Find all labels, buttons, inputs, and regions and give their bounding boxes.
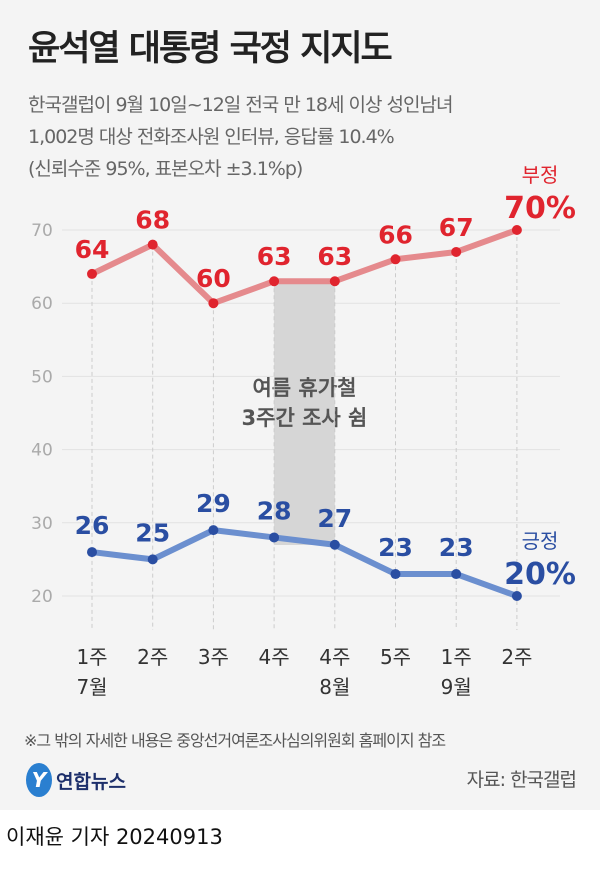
data-point [329,276,340,287]
last-value-label: 20% [504,557,576,592]
x-tick-label: 9월 [441,675,472,699]
data-label: 67 [439,213,474,242]
author-date: 이재윤 기자 20240913 [6,825,223,849]
data-point [390,254,401,265]
yonhap-logo: Y 연합뉴스 [26,763,126,797]
data-label: 26 [75,511,110,540]
series-name: 부정 [522,163,559,187]
x-tick-label: 4주 [319,645,350,669]
logo-icon: Y [26,763,52,797]
x-tick-label: 5주 [380,645,411,669]
data-point [451,569,462,580]
x-tick-label: 4주 [259,645,290,669]
data-label: 63 [317,242,352,271]
vacation-band [274,280,335,545]
data-label: 27 [317,504,352,533]
logo-text: 연합뉴스 [56,770,126,793]
y-tick-label: 30 [31,514,53,534]
y-tick-label: 20 [31,587,53,607]
x-tick-label: 1주 [441,645,472,669]
data-point [208,298,219,309]
x-tick-label: 1주 [76,645,107,669]
data-point [329,539,340,550]
data-point [511,225,522,235]
x-tick-label: 2주 [501,645,532,669]
source: 자료: 한국갤럽 [466,769,577,791]
data-label: 23 [439,533,474,562]
y-tick-label: 40 [31,441,53,461]
x-tick-label: 3주 [198,645,229,669]
x-tick-label: 7월 [76,675,107,699]
data-label: 63 [257,242,292,271]
y-tick-label: 50 [31,367,53,387]
annotation-text: 3주간 조사 쉼 [242,406,368,430]
data-label: 68 [135,206,170,235]
data-label: 60 [196,264,231,293]
last-value-label: 70% [504,191,576,226]
series-line-긍정 [91,527,518,599]
y-tick-label: 60 [31,294,53,314]
data-point [147,239,158,250]
line-chart: 70 60 50 40 30 20 여름 휴가철 3주간 조사 쉼 1주 7월 2주 3주 4주 4주 8월… [31,163,576,699]
data-point [269,532,280,543]
data-label: 29 [196,489,231,518]
subtitle-line: 한국갤럽이 9월 10일~12일 전국 만 18세 이상 성인남녀 [28,94,453,116]
series-name: 긍정 [522,529,559,553]
footnote: ※그 밖의 자세한 내용은 중앙선거여론조사심의위원회 홈페이지 참조 [24,731,446,750]
data-point [451,246,462,257]
x-tick-label: 2주 [137,645,168,669]
data-point [208,525,219,536]
chart-title: 윤석열 대통령 국정 지지도 [28,29,393,69]
annotation-text: 여름 휴가철 [252,376,356,400]
data-label: 23 [378,533,413,562]
data-point [269,276,280,287]
data-point [390,569,401,580]
y-tick-label: 70 [31,221,53,241]
data-point [147,554,158,565]
data-label: 28 [257,496,292,525]
series-line-부정 [90,227,518,307]
data-point [87,268,97,279]
data-label: 64 [75,235,110,264]
subtitle-line: 1,002명 대상 전화조사원 인터뷰, 응답률 10.4% [28,126,395,148]
data-point [511,591,522,601]
data-label: 66 [378,220,413,249]
x-tick-label: 8월 [319,675,350,699]
data-point [87,547,97,558]
data-label: 25 [135,518,170,547]
subtitle-line: (신뢰수준 95%, 표본오차 ±3.1%p) [28,158,303,180]
